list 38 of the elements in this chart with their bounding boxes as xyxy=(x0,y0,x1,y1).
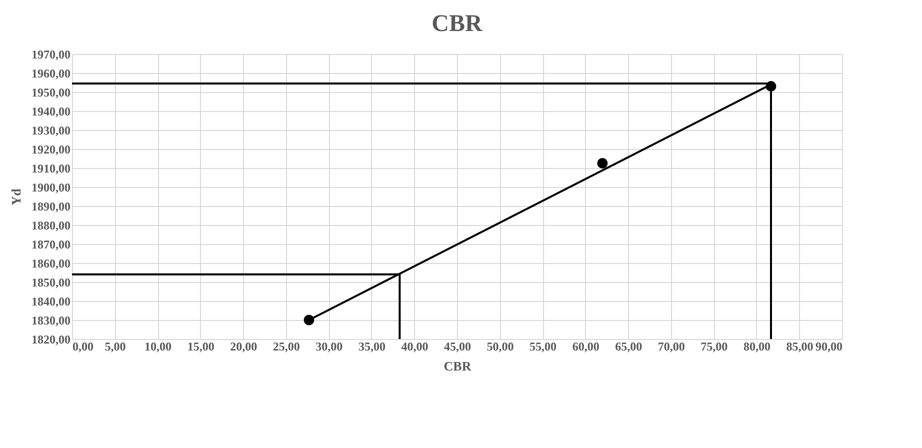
y-tick-label: 1840,00 xyxy=(32,294,70,308)
x-tick-label: 85,00 xyxy=(786,340,814,354)
y-tick-label: 1950,00 xyxy=(32,86,70,100)
x-tick-label: 80,00 xyxy=(743,340,770,354)
x-tick-label: 40,00 xyxy=(401,340,428,354)
y-tick-label: 1910,00 xyxy=(32,162,70,176)
x-tick-label: 15,00 xyxy=(187,340,214,354)
y-tick-label: 1970,00 xyxy=(32,48,70,62)
x-tick-label: 50,00 xyxy=(486,340,514,354)
y-tick-label: 1880,00 xyxy=(32,218,70,232)
y-tick-label: 1930,00 xyxy=(32,124,70,138)
y-tick-label: 1850,00 xyxy=(32,276,70,290)
x-tick-label: 20,00 xyxy=(230,340,258,354)
y-tick-label: 1960,00 xyxy=(32,66,70,80)
x-tick-label: 65,00 xyxy=(615,340,642,354)
x-tick-label: 0,00 xyxy=(72,340,94,354)
x-tick-label: 35,00 xyxy=(358,340,386,354)
x-tick-label: 25,00 xyxy=(272,340,300,354)
x-tick-label: 5,00 xyxy=(104,340,126,354)
y-tick-label: 1870,00 xyxy=(32,238,70,252)
y-axis-title: Yd xyxy=(8,188,24,206)
x-tick-label: 45,00 xyxy=(444,340,471,354)
y-tick-label: 1830,00 xyxy=(32,314,70,328)
x-tick-label: 60,00 xyxy=(572,340,600,354)
x-axis-title: CBR xyxy=(444,358,472,374)
y-tick-label: 1900,00 xyxy=(32,180,70,194)
x-tick-label: 75,00 xyxy=(700,340,728,354)
x-tick-label: 55,00 xyxy=(530,340,557,354)
x-tick-label: 90,00 xyxy=(816,340,842,354)
chart-title: CBR xyxy=(432,11,484,37)
y-tick-label: 1820,00 xyxy=(32,332,70,346)
y-tick-label: 1920,00 xyxy=(32,142,70,156)
x-tick-label: 10,00 xyxy=(144,340,172,354)
x-tick-label: 30,00 xyxy=(316,340,343,354)
x-tick-label: 70,00 xyxy=(658,340,685,354)
y-tick-label: 1940,00 xyxy=(32,104,70,118)
y-tick-label: 1890,00 xyxy=(32,200,70,214)
y-tick-label: 1860,00 xyxy=(32,256,70,270)
